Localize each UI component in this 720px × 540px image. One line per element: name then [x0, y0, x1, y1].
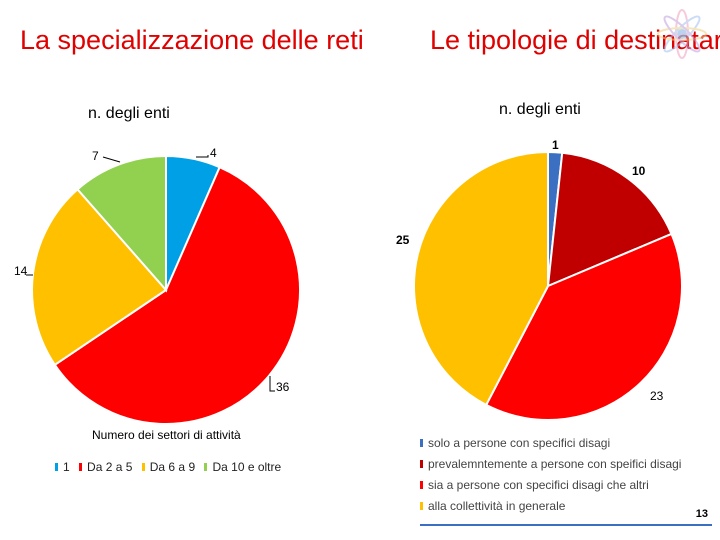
data-label-leader — [102, 156, 121, 163]
page-number: 13 — [695, 508, 708, 520]
data-label: 23 — [650, 389, 664, 403]
legend-item: 1 — [55, 460, 70, 474]
data-label: 25 — [396, 233, 410, 247]
data-label: 7 — [92, 149, 99, 163]
legend-item: Da 2 a 5 — [79, 460, 132, 474]
legend-item: sia a persone con specifici disagi che a… — [420, 478, 681, 499]
legend-label: Da 2 a 5 — [87, 460, 133, 474]
legend-swatch — [420, 439, 423, 447]
pie-slice-sia-a-persone-con-specifici-disagi-che-altri — [484, 232, 683, 422]
pie-slice-da-6-a-9 — [31, 187, 168, 367]
legend-swatch — [55, 463, 58, 471]
data-label: 10 — [632, 164, 646, 178]
pie-slice-da-10-e-oltre — [76, 154, 167, 293]
pie-slice-prevalemntemente-a-persone-con-speifici-disagi — [546, 151, 673, 288]
left-pie-legend: 1 Da 2 a 5 Da 6 a 9 Da 10 e oltre — [55, 460, 287, 474]
legend-label: alla collettività in generale — [428, 499, 566, 513]
legend-item: Da 10 e oltre — [204, 460, 281, 474]
data-label-leader — [269, 376, 275, 392]
right-pie-subtitle: n. degli enti — [499, 101, 581, 118]
footer-line — [420, 524, 712, 526]
legend-item: prevalemntemente a persone con speifici … — [420, 457, 681, 478]
legend-swatch — [420, 481, 423, 489]
right-pie-legend: solo a persone con specifici disagi prev… — [420, 436, 681, 520]
pie-slice-da-2-a-5 — [53, 165, 301, 425]
legend-swatch — [420, 502, 423, 510]
data-label: 4 — [210, 146, 217, 160]
legend-swatch — [420, 460, 423, 468]
left-pie: 4 36 14 7 — [14, 146, 301, 425]
legend-label: Da 6 a 9 — [149, 460, 196, 474]
legend-item: Da 6 a 9 — [141, 460, 196, 474]
left-pie-subtitle: n. degli enti — [88, 105, 170, 122]
legend-swatch — [204, 463, 208, 471]
left-chart-title: La specializzazione delle reti — [20, 25, 364, 55]
data-label-leader — [196, 155, 209, 158]
data-label: 36 — [276, 380, 290, 394]
legend-label: Da 10 e oltre — [212, 460, 282, 474]
legend-swatch — [79, 463, 83, 471]
data-label: 14 — [14, 264, 28, 278]
legend-label: sia a persone con specifici disagi che a… — [428, 478, 649, 492]
flower-logo-icon — [657, 9, 707, 59]
left-pie-axis-label: Numero dei settori di attività — [92, 428, 241, 442]
pie-slice-alla-collettivit-in-generale — [412, 150, 549, 407]
legend-label: solo a persone con specifici disagi — [428, 436, 611, 450]
legend-item: solo a persone con specifici disagi — [420, 436, 681, 457]
legend-label: 1 — [63, 460, 70, 474]
legend-label: prevalemntemente a persone con speifici … — [428, 457, 682, 471]
legend-swatch — [141, 463, 145, 471]
right-pie: 1 10 23 25 — [396, 138, 683, 422]
data-label: 1 — [552, 138, 559, 152]
legend-item: alla collettività in generale — [420, 499, 681, 520]
